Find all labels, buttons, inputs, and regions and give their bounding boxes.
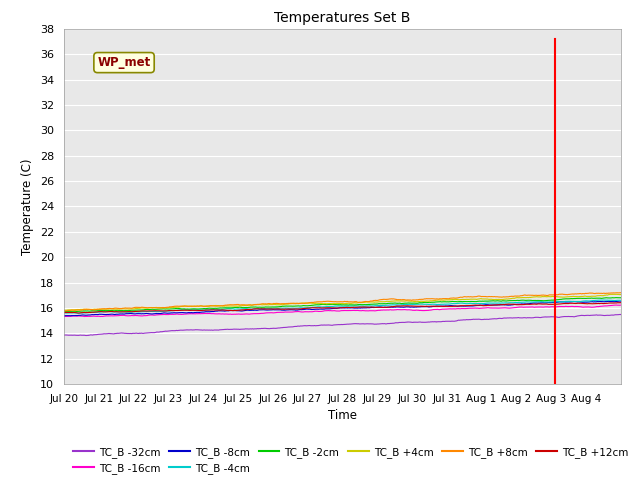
TC_B -32cm (616, 312, 624, 317)
TC_B +4cm (378, 299, 385, 305)
Line: TC_B +12cm: TC_B +12cm (64, 303, 621, 313)
TC_B -16cm (613, 302, 621, 308)
TC_B -2cm (377, 301, 385, 307)
TC_B -16cm (297, 309, 305, 315)
TC_B +4cm (612, 291, 620, 297)
TC_B -2cm (318, 301, 326, 307)
TC_B +4cm (308, 300, 316, 306)
Line: TC_B -32cm: TC_B -32cm (64, 314, 621, 336)
TC_B -8cm (126, 311, 134, 316)
TC_B -8cm (297, 307, 305, 312)
TC_B -8cm (605, 299, 612, 304)
TC_B +12cm (297, 306, 305, 312)
TC_B -2cm (308, 302, 316, 308)
TC_B +8cm (377, 297, 385, 302)
Line: TC_B +4cm: TC_B +4cm (64, 294, 621, 310)
Title: Temperatures Set B: Temperatures Set B (274, 11, 411, 25)
TC_B -16cm (126, 313, 134, 319)
Text: WP_met: WP_met (97, 56, 150, 69)
TC_B -8cm (60, 313, 68, 319)
TC_B -4cm (297, 305, 305, 311)
TC_B +12cm (75, 310, 83, 316)
TC_B -2cm (60, 309, 68, 314)
TC_B -32cm (378, 321, 385, 327)
TC_B -16cm (378, 307, 385, 313)
TC_B +8cm (296, 300, 304, 306)
TC_B +12cm (126, 309, 134, 314)
TC_B +8cm (617, 290, 625, 296)
TC_B -32cm (308, 323, 316, 329)
TC_B -2cm (296, 303, 304, 309)
TC_B +4cm (104, 306, 111, 312)
Legend: TC_B -32cm, TC_B -16cm, TC_B -8cm, TC_B -4cm, TC_B -2cm, TC_B +4cm, TC_B +8cm, T: TC_B -32cm, TC_B -16cm, TC_B -8cm, TC_B … (69, 443, 632, 478)
TC_B -4cm (60, 310, 68, 316)
Line: TC_B -16cm: TC_B -16cm (64, 305, 621, 316)
TC_B -32cm (82, 333, 90, 338)
TC_B -4cm (617, 298, 625, 303)
Line: TC_B -4cm: TC_B -4cm (64, 300, 621, 313)
TC_B -32cm (126, 331, 134, 336)
Line: TC_B -2cm: TC_B -2cm (64, 298, 621, 312)
TC_B +8cm (308, 300, 316, 305)
TC_B +8cm (60, 308, 68, 314)
TC_B +12cm (318, 305, 326, 311)
TC_B -16cm (81, 313, 89, 319)
X-axis label: Time: Time (328, 409, 357, 422)
TC_B -4cm (318, 304, 326, 310)
TC_B -2cm (126, 308, 134, 313)
Y-axis label: Temperature (C): Temperature (C) (22, 158, 35, 255)
TC_B -8cm (318, 306, 326, 312)
TC_B -4cm (308, 304, 316, 310)
TC_B +12cm (617, 300, 625, 306)
TC_B +4cm (617, 292, 625, 298)
TC_B +8cm (103, 306, 111, 312)
TC_B -16cm (308, 309, 316, 315)
TC_B +12cm (378, 305, 385, 311)
TC_B +4cm (126, 306, 134, 312)
TC_B -8cm (308, 307, 316, 312)
TC_B -8cm (378, 304, 385, 310)
TC_B -2cm (617, 295, 625, 300)
TC_B -32cm (318, 322, 326, 328)
TC_B -4cm (74, 311, 81, 316)
TC_B +12cm (104, 309, 111, 315)
TC_B +8cm (318, 299, 326, 305)
TC_B -32cm (617, 312, 625, 317)
TC_B -8cm (104, 312, 111, 317)
TC_B +8cm (126, 305, 134, 311)
Line: TC_B -8cm: TC_B -8cm (64, 301, 621, 316)
TC_B +4cm (61, 307, 69, 313)
TC_B -4cm (599, 297, 607, 303)
TC_B -16cm (104, 313, 111, 319)
TC_B -32cm (60, 332, 68, 338)
TC_B +8cm (616, 290, 624, 296)
TC_B -8cm (617, 299, 625, 305)
TC_B +4cm (297, 300, 305, 306)
Line: TC_B +8cm: TC_B +8cm (64, 293, 621, 311)
TC_B -16cm (318, 309, 326, 314)
TC_B -4cm (104, 309, 111, 314)
TC_B +4cm (60, 307, 68, 313)
TC_B +12cm (60, 310, 68, 315)
TC_B +12cm (614, 300, 621, 306)
TC_B -2cm (612, 295, 620, 300)
TC_B -16cm (60, 313, 68, 319)
TC_B -32cm (104, 331, 111, 336)
TC_B +12cm (308, 305, 316, 311)
TC_B +4cm (318, 300, 326, 306)
TC_B -4cm (126, 309, 134, 315)
TC_B -16cm (617, 302, 625, 308)
TC_B -8cm (66, 313, 74, 319)
TC_B -4cm (378, 303, 385, 309)
TC_B -32cm (297, 323, 305, 329)
TC_B -2cm (103, 308, 111, 313)
